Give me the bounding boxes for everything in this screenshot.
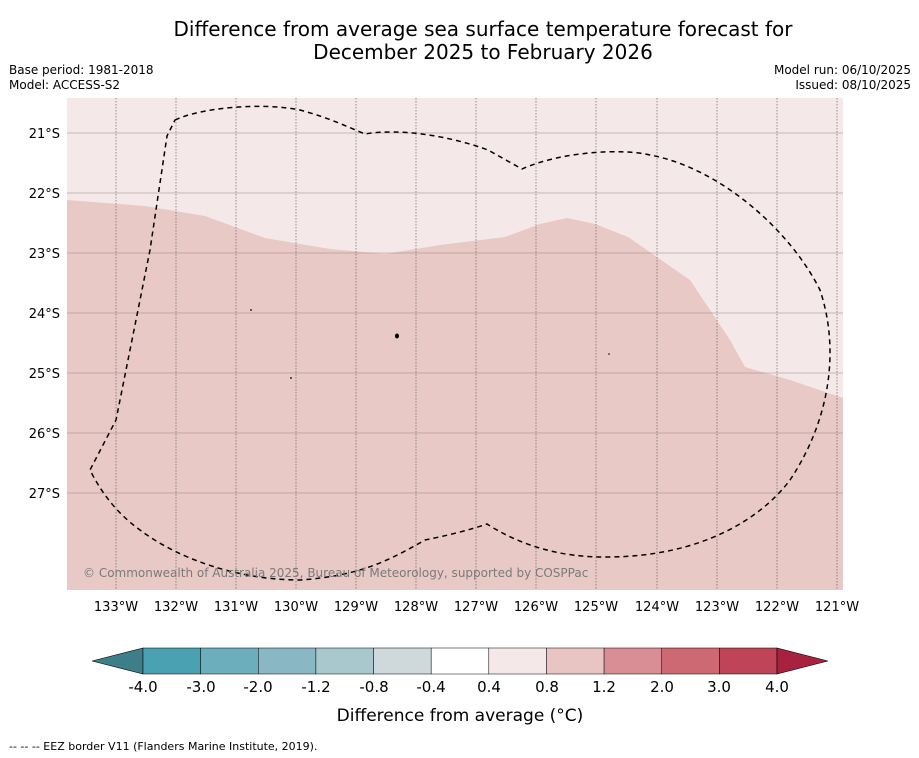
eez-footnote: -- -- -- EEZ border V11 (Flanders Marine… [9,740,318,753]
colorbar-segment [258,647,317,675]
colorbar-segment [661,647,720,675]
lon-axis: 133°W 132°W 131°W 130°W 129°W 128°W 127°… [94,600,859,615]
colorbar-segment [719,647,778,675]
lon-label: 132°W [154,600,198,615]
islands [250,309,610,379]
colorbar-segment [430,647,490,675]
colorbar-over-arrow [776,647,829,675]
colorbar-tick: 0.4 [477,678,501,696]
copyright-notice: © Commonwealth of Australia 2025, Bureau… [83,566,588,580]
colorbar-tick-labels: -4.0 -3.0 -2.0 -1.2 -0.8 -0.4 0.4 0.8 1.… [128,678,789,696]
island [608,353,610,355]
model-name: Model: ACCESS-S2 [9,78,121,92]
colorbar-tick: -1.2 [301,678,330,696]
lon-label: 122°W [755,600,799,615]
colorbar-tick: -2.0 [243,678,272,696]
lon-label: 128°W [394,600,438,615]
lon-label: 124°W [635,600,679,615]
lat-label: 27°S [29,487,60,502]
title-line-1: Difference from average sea surface temp… [173,17,793,41]
latitude-gridlines [67,132,843,494]
chart-title: Difference from average sea surface temp… [0,18,919,64]
lat-label: 21°S [29,127,60,142]
colorbar-segment [546,647,605,675]
colorbar-segment [488,647,547,675]
title-line-2: December 2025 to February 2026 [313,40,653,64]
lon-label: 125°W [574,600,618,615]
lon-label: 131°W [214,600,258,615]
lat-label: 25°S [29,367,60,382]
colorbar-tick: -0.8 [359,678,388,696]
lon-label: 123°W [695,600,739,615]
lat-label: 22°S [29,187,60,202]
colorbar-segment [200,647,259,675]
colorbar-tick: -4.0 [128,678,157,696]
lat-label: 26°S [29,427,60,442]
colorbar-tick: 3.0 [707,678,731,696]
issued-date: Issued: 08/10/2025 [795,78,911,92]
colorbar-segment [315,647,374,675]
colorbar-segment [373,647,432,675]
anomaly-region-0.8-1.2 [67,200,843,590]
lon-label: 133°W [94,600,138,615]
colorbar-tick: 1.2 [592,678,616,696]
lon-label: 126°W [514,600,558,615]
meta-right: Model run: 06/10/2025 Issued: 08/10/2025 [774,63,911,93]
colorbar-under-arrow [91,647,144,675]
colorbar-segment [142,647,201,675]
colorbar: -4.0 -3.0 -2.0 -1.2 -0.8 -0.4 0.4 0.8 1.… [91,647,829,726]
colorbar-segment [603,647,662,675]
lat-label: 23°S [29,247,60,262]
lon-label: 121°W [815,600,859,615]
colorbar-tick: 2.0 [650,678,674,696]
colorbar-label: Difference from average (°C) [337,706,584,726]
colorbar-tick: -3.0 [186,678,215,696]
lat-label: 24°S [29,307,60,322]
meta-left: Base period: 1981-2018 Model: ACCESS-S2 [9,63,154,93]
island [250,309,252,311]
colorbar-segments [142,647,778,675]
longitude-gridlines [115,98,838,590]
lon-label: 129°W [334,600,378,615]
base-period: Base period: 1981-2018 [9,63,154,77]
eez-border [89,105,831,581]
lat-axis: 21°S 22°S 23°S 24°S 25°S 26°S 27°S [29,127,60,502]
colorbar-tick: -0.4 [416,678,445,696]
lon-label: 130°W [274,600,318,615]
model-run: Model run: 06/10/2025 [773,63,911,77]
island [395,333,399,339]
island [290,377,292,379]
lon-label: 127°W [454,600,498,615]
colorbar-tick: 4.0 [765,678,789,696]
colorbar-tick: 0.8 [535,678,559,696]
map-panel: © Commonwealth of Australia 2025, Bureau… [67,98,843,590]
